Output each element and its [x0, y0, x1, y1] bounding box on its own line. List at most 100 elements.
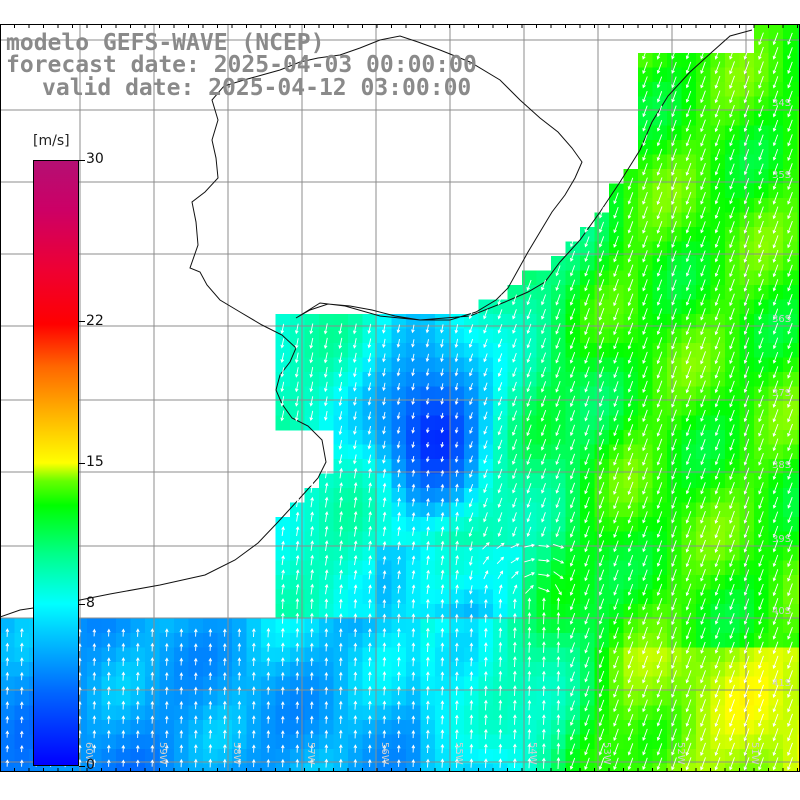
- wind-cell: [319, 314, 334, 329]
- wind-cell: [464, 575, 479, 590]
- wind-arrow: [700, 119, 706, 133]
- wind-cell: [87, 676, 102, 692]
- wind-cell: [435, 401, 450, 416]
- wind-cell: [290, 560, 305, 576]
- wind-arrow: [353, 440, 357, 450]
- wind-cell: [783, 647, 798, 663]
- wind-arrow: [469, 599, 474, 609]
- wind-arrow: [455, 584, 459, 594]
- wind-cell: [652, 82, 668, 97]
- wind-cell: [377, 618, 392, 634]
- wind-cell: [507, 401, 523, 416]
- longitude-label: 55W: [453, 742, 464, 765]
- wind-cell: [710, 705, 726, 721]
- wind-cell: [377, 560, 392, 576]
- wind-cell: [652, 604, 668, 619]
- wind-cell: [478, 343, 494, 358]
- wind-arrow: [136, 657, 140, 667]
- wind-arrow: [729, 699, 735, 713]
- wind-arrow: [426, 671, 430, 681]
- wind-arrow: [295, 744, 300, 753]
- wind-cell: [420, 314, 436, 329]
- wind-cell: [725, 560, 740, 576]
- wind-cell: [565, 270, 581, 286]
- wind-arrow: [310, 701, 314, 709]
- wind-arrow: [685, 424, 692, 437]
- wind-cell: [304, 691, 320, 706]
- wind-cell: [681, 198, 697, 213]
- wind-arrow: [92, 643, 97, 652]
- wind-arrow: [627, 424, 634, 437]
- wind-arrow: [787, 540, 793, 553]
- wind-arrow: [324, 612, 329, 624]
- wind-cell: [188, 662, 204, 677]
- wind-cell: [783, 444, 798, 460]
- wind-arrow: [584, 265, 590, 277]
- wind-cell: [681, 285, 697, 300]
- wind-cell: [362, 328, 378, 344]
- wind-cell: [739, 198, 755, 213]
- wind-cell: [188, 705, 204, 721]
- wind-arrow: [411, 441, 415, 449]
- wind-cell: [261, 633, 276, 648]
- wind-cell: [116, 734, 131, 750]
- wind-cell: [304, 720, 320, 735]
- wind-cell: [406, 662, 421, 677]
- wind-arrow: [569, 439, 576, 451]
- wind-cell: [435, 691, 450, 706]
- wind-arrow: [552, 543, 565, 549]
- wind-cell: [507, 531, 523, 547]
- wind-arrow: [671, 554, 677, 568]
- wind-cell: [638, 676, 653, 692]
- wind-arrow: [382, 715, 387, 724]
- wind-arrow: [339, 584, 343, 595]
- wind-arrow: [598, 264, 605, 277]
- wind-cell: [783, 125, 798, 141]
- wind-cell: [333, 691, 349, 706]
- wind-cell: [275, 720, 291, 735]
- wind-cell: [681, 546, 697, 561]
- wind-arrow: [685, 322, 692, 336]
- wind-arrow: [584, 250, 590, 262]
- wind-arrow: [440, 398, 444, 405]
- wind-cell: [739, 343, 755, 358]
- wind-cell: [681, 415, 697, 431]
- wind-arrow: [613, 235, 619, 248]
- wind-arrow: [512, 294, 517, 306]
- wind-arrow: [642, 598, 648, 611]
- wind-arrow: [671, 337, 677, 350]
- wind-arrow: [555, 468, 561, 480]
- wind-arrow: [656, 757, 663, 771]
- wind-arrow: [339, 554, 343, 566]
- wind-arrow: [208, 758, 213, 768]
- wind-arrow: [743, 655, 750, 669]
- wind-cell: [623, 517, 639, 532]
- colorbar-tickmark: [79, 462, 85, 464]
- wind-cell: [652, 691, 668, 706]
- wind-arrow: [5, 642, 10, 652]
- longitude-label: 56W: [379, 742, 390, 765]
- wind-arrow: [353, 482, 358, 494]
- wind-cell: [638, 111, 653, 126]
- wind-arrow: [555, 323, 561, 335]
- wind-arrow: [569, 627, 576, 640]
- wind-cell: [710, 198, 726, 213]
- wind-cell: [551, 720, 566, 735]
- wind-cell: [87, 749, 102, 764]
- wind-cell: [14, 720, 30, 735]
- wind-arrow: [411, 729, 416, 739]
- wind-arrow: [324, 467, 329, 479]
- wind-cell: [290, 691, 305, 706]
- wind-arrow: [353, 642, 358, 652]
- latitude-label: 36S: [772, 314, 791, 325]
- wind-arrow: [584, 685, 590, 698]
- wind-arrow: [194, 715, 198, 724]
- wind-cell: [725, 618, 740, 634]
- wind-arrow: [584, 598, 590, 611]
- wind-cell: [246, 734, 262, 750]
- wind-arrow: [426, 584, 430, 594]
- wind-arrow: [382, 555, 387, 565]
- wind-arrow: [455, 758, 459, 768]
- wind-arrow: [526, 483, 532, 494]
- wind-cell: [638, 183, 653, 199]
